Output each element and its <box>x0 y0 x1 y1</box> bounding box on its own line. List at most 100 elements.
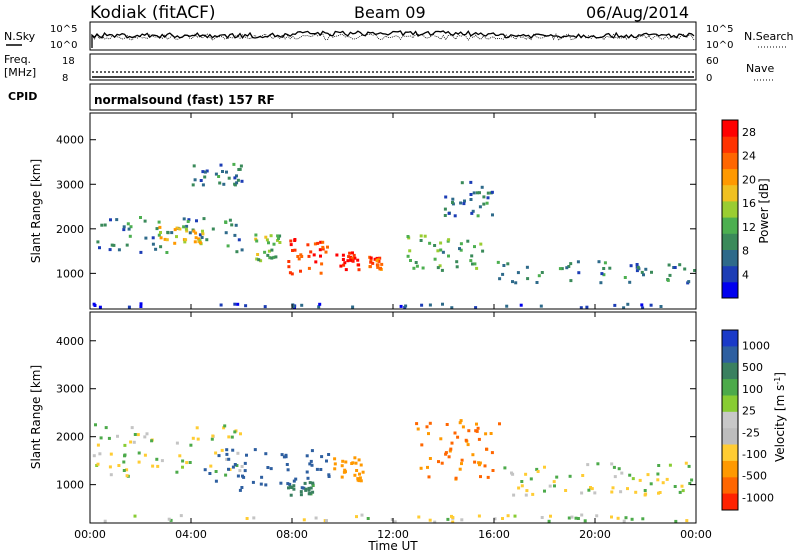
power-cell <box>440 268 444 272</box>
velocity-cell <box>437 460 440 464</box>
velocity-cell <box>471 453 475 457</box>
power-cell <box>471 262 474 266</box>
power-cell <box>353 256 357 260</box>
velocity-cell <box>489 432 493 435</box>
power-cell <box>202 217 206 221</box>
velocity-cell <box>353 456 357 460</box>
power-cell <box>313 242 317 246</box>
power-colorbar-swatch <box>722 200 738 218</box>
power-cell <box>406 235 410 238</box>
velocity-cell <box>327 473 331 477</box>
velocity-cell <box>580 491 584 495</box>
power-cell <box>155 227 159 231</box>
power-cell <box>613 303 617 307</box>
velocity-cell <box>420 443 424 447</box>
velocity-cell <box>130 426 134 430</box>
power-cell <box>225 170 228 174</box>
velocity-cell <box>612 465 616 469</box>
power-cell <box>299 253 303 257</box>
velocity-cell <box>185 461 189 465</box>
velocity-cell <box>231 465 235 469</box>
power-colorbar-tick: 4 <box>742 268 749 281</box>
ytick-label: 4000 <box>56 335 84 348</box>
power-cell <box>157 233 161 237</box>
power-cell <box>357 268 361 272</box>
velocity-cell <box>520 480 524 483</box>
velocity-cell <box>366 517 370 520</box>
power-cell <box>139 250 143 254</box>
velocity-cell <box>425 425 429 429</box>
velocity-cell <box>517 486 521 490</box>
power-cell <box>506 262 510 266</box>
cpid-strip: CPID normalsound (fast) 157 RF <box>8 83 697 111</box>
power-cell <box>347 255 351 259</box>
power-cell <box>469 198 473 201</box>
power-cell <box>342 263 346 267</box>
power-cell <box>299 269 302 273</box>
velocity-cell <box>167 517 171 521</box>
power-cell <box>419 234 423 238</box>
velocity-cell <box>289 493 293 497</box>
power-cell <box>622 306 626 310</box>
power-cell <box>451 197 455 201</box>
nsky-label: N.Sky <box>4 30 36 43</box>
power-cell <box>481 249 485 253</box>
velocity-cell <box>447 455 451 459</box>
power-cell <box>474 306 478 310</box>
power-cell <box>602 273 606 277</box>
nave-label: Nave <box>746 62 774 75</box>
power-cell <box>406 254 410 258</box>
velocity-cell <box>225 448 229 452</box>
power-cell <box>201 229 204 233</box>
ytick-label: 4000 <box>56 134 84 147</box>
power-cell <box>576 260 580 264</box>
velocity-cell <box>555 475 559 479</box>
power-cell <box>125 243 129 247</box>
velocity-ylabel: Slant Range [km] <box>29 365 43 469</box>
power-cell <box>182 225 186 229</box>
cpid-text: normalsound (fast) 157 RF <box>94 93 275 107</box>
power-cell <box>526 277 530 281</box>
power-cell <box>476 214 480 218</box>
velocity-cell <box>189 443 193 447</box>
velocity-colorbar-swatch <box>722 444 738 462</box>
velocity-cell <box>302 518 306 522</box>
velocity-cell <box>327 453 331 456</box>
velocity-cell <box>641 517 645 521</box>
velocity-cell <box>568 474 572 478</box>
velocity-cell <box>300 486 304 490</box>
power-cell <box>343 261 347 265</box>
power-colorbar-swatch <box>722 233 738 250</box>
velocity-cell <box>475 429 479 433</box>
power-cell <box>103 223 107 227</box>
power-cell <box>109 218 112 222</box>
power-cell <box>239 164 243 168</box>
power-cell <box>126 222 130 226</box>
power-cell <box>193 178 197 182</box>
velocity-colorbar-swatch <box>722 362 738 380</box>
power-cell <box>175 226 179 230</box>
power-cell <box>254 233 258 237</box>
velocity-cell <box>453 431 457 435</box>
velocity-cell <box>685 519 689 523</box>
power-colorbar-tick: 8 <box>742 245 749 258</box>
velocity-colorbar-swatch <box>722 460 738 478</box>
power-cell <box>291 249 294 252</box>
velocity-cell <box>513 514 517 518</box>
power-cell <box>290 272 294 276</box>
velocity-cell <box>360 513 364 517</box>
velocity-colorbar-tick: 25 <box>742 405 756 418</box>
power-cell <box>93 304 97 307</box>
power-cell <box>473 245 476 249</box>
power-cell <box>197 237 201 241</box>
power-cell <box>569 279 573 283</box>
power-cell <box>491 213 494 217</box>
power-cell <box>482 195 486 199</box>
velocity-cell <box>311 490 315 494</box>
velocity-cell <box>461 425 465 429</box>
power-cell <box>309 250 313 254</box>
power-cell <box>539 304 543 308</box>
velocity-cell <box>292 479 296 483</box>
velocity-cell <box>211 434 215 438</box>
velocity-cell <box>687 464 691 468</box>
